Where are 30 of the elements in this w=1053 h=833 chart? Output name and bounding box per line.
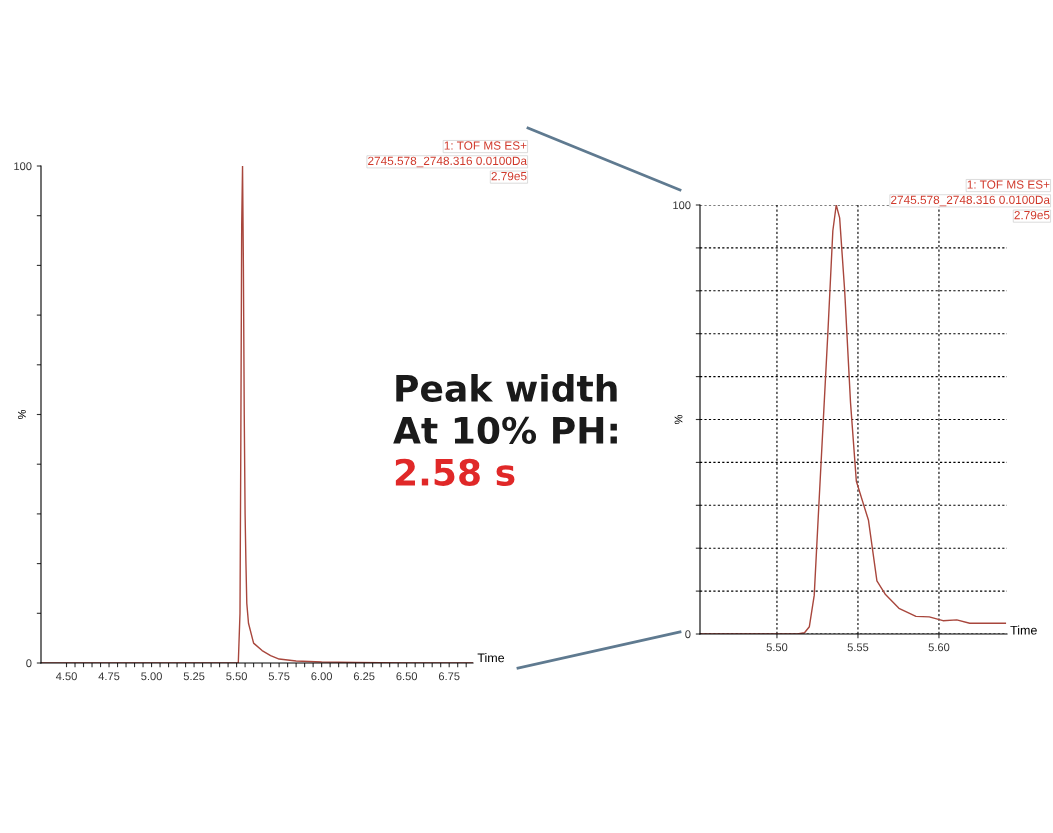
x-tick-label: 5.60 <box>928 643 950 652</box>
text: 2.79e5 <box>1014 210 1050 220</box>
annotation: Peak width <box>396 374 617 402</box>
x-tick-label: 6.75 <box>438 672 460 681</box>
x-tick-label: 5.50 <box>766 643 788 652</box>
y-tick-label: 0 <box>685 630 691 639</box>
y-axis-title: % <box>674 414 683 425</box>
x-tick-label: 5.25 <box>183 672 205 681</box>
x-tick-label: 6.25 <box>353 672 375 681</box>
y-tick-label: 0 <box>26 659 32 668</box>
text: 1: TOF MS ES+ <box>967 180 1050 189</box>
x-tick-label: 6.50 <box>396 672 418 681</box>
x-tick-label: 6.00 <box>311 672 333 681</box>
text: 2.79e5 <box>491 171 527 181</box>
x-axis-title: Time <box>1010 625 1037 635</box>
text: 1: TOF MS ES+ <box>444 141 527 150</box>
x-tick-label: 4.50 <box>55 672 77 681</box>
y-tick-label: 100 <box>673 201 691 210</box>
annotation: At 10% PH: <box>393 416 617 444</box>
x-tick-label: 5.55 <box>847 643 869 652</box>
x-tick-label: 4.75 <box>98 672 120 681</box>
y-axis-title: % <box>18 409 26 420</box>
x-axis-title: Time <box>477 653 505 663</box>
annotation: 2745.578_2748.316 0.0100Da <box>368 156 528 168</box>
y-tick-label: 100 <box>14 162 32 171</box>
x-tick-label: 5.75 <box>268 672 290 681</box>
annotation: 2.58 s <box>395 458 515 486</box>
annotation: 2745.578_2748.316 0.0100Da <box>891 195 1050 207</box>
x-tick-label: 5.50 <box>226 672 247 681</box>
x-tick-label: 5.00 <box>141 672 162 681</box>
